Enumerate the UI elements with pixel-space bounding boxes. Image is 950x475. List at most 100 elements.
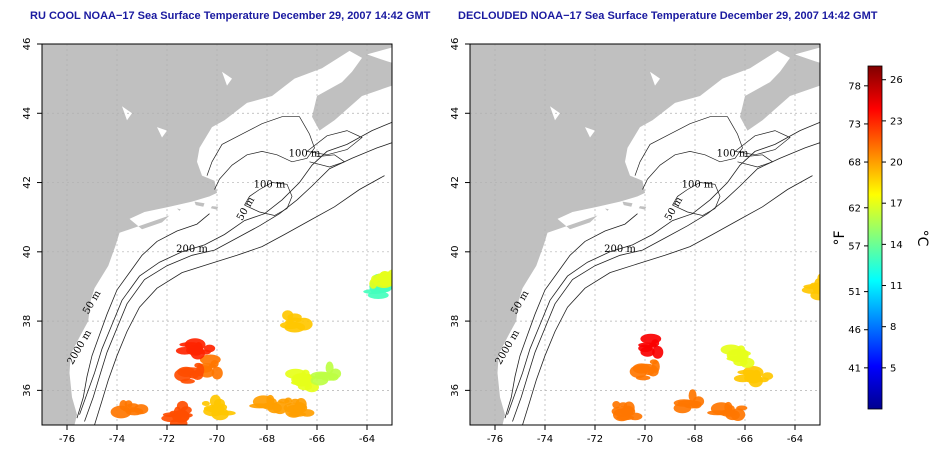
sst-pixel-cluster bbox=[176, 400, 189, 412]
y-tick-label: 36 bbox=[22, 384, 33, 397]
celsius-tick-label: 20 bbox=[890, 158, 903, 169]
x-tick-label: -70 bbox=[209, 434, 225, 445]
y-tick-label: 42 bbox=[450, 176, 461, 189]
sst-pixel-cluster bbox=[272, 401, 288, 415]
x-tick-label: -74 bbox=[109, 434, 125, 445]
y-tick-label: 38 bbox=[22, 315, 33, 328]
map-axes: -76 -74 -72 -70 -68 -66 -64 36 38 40 42 44 46 bbox=[450, 38, 803, 445]
sst-pixel-cluster bbox=[652, 345, 664, 359]
island bbox=[622, 201, 633, 207]
sst-pixel-cluster bbox=[629, 365, 648, 378]
colorbar-ticks: 26 23 20 17 14 11 8 5 78 73 68 62 57 51 46 41 bbox=[848, 75, 902, 374]
y-tick-label: 46 bbox=[22, 38, 33, 51]
island bbox=[370, 28, 413, 42]
sst-pixel-cluster bbox=[818, 285, 820, 289]
sst-pixel-cluster bbox=[376, 281, 392, 286]
sst-pixel-cluster bbox=[119, 400, 128, 411]
lake bbox=[650, 71, 660, 86]
sst-pixel-cluster bbox=[192, 369, 204, 380]
depth-label: 100 m bbox=[289, 149, 321, 160]
sst-pixel-cluster bbox=[810, 282, 819, 288]
coastline-land bbox=[470, 44, 820, 425]
sst-pixel-cluster bbox=[616, 415, 634, 421]
fahrenheit-tick-label: 57 bbox=[848, 241, 861, 252]
contour-2000m bbox=[94, 175, 385, 425]
lake bbox=[222, 71, 232, 86]
sst-patch bbox=[175, 338, 216, 360]
contour-bank bbox=[734, 130, 791, 156]
celsius-tick-label: 5 bbox=[890, 363, 896, 374]
y-tick-label: 38 bbox=[450, 315, 461, 328]
fahrenheit-tick-label: 78 bbox=[848, 81, 861, 92]
sst-patches bbox=[611, 273, 832, 422]
x-tick-label: -68 bbox=[259, 434, 275, 445]
y-tick-label: 36 bbox=[450, 384, 461, 397]
unit-fahrenheit-label: °F bbox=[832, 230, 848, 245]
x-tick-label: -64 bbox=[359, 434, 375, 445]
x-tick-label: -74 bbox=[537, 434, 553, 445]
sst-pixel-cluster bbox=[292, 402, 308, 413]
sst-pixel-cluster bbox=[127, 403, 139, 409]
contour-bank bbox=[309, 154, 346, 168]
y-tick-label: 44 bbox=[450, 107, 461, 120]
celsius-tick-label: 26 bbox=[890, 75, 903, 86]
sst-pixel-cluster bbox=[369, 278, 378, 289]
fahrenheit-tick-label: 68 bbox=[848, 158, 861, 169]
sst-pixel-cluster bbox=[204, 344, 216, 353]
island bbox=[605, 208, 609, 211]
x-tick-label: -76 bbox=[59, 434, 75, 445]
sst-pixel-cluster bbox=[110, 405, 132, 419]
sst-pixel-cluster bbox=[194, 362, 203, 368]
sst-pixel-cluster bbox=[692, 396, 705, 407]
y-tick-label: 46 bbox=[450, 38, 461, 51]
x-tick-label: -68 bbox=[687, 434, 703, 445]
sst-patch bbox=[174, 362, 205, 384]
y-tick-label: 40 bbox=[450, 245, 461, 258]
sst-patch bbox=[733, 366, 774, 388]
sst-patch bbox=[707, 401, 748, 421]
graticule bbox=[470, 44, 820, 425]
sst-patch bbox=[110, 400, 149, 419]
celsius-tick-label: 11 bbox=[890, 281, 903, 292]
depth-label: 100 m bbox=[717, 149, 749, 160]
map-axes: -76 -74 -72 -70 -68 -66 -64 36 38 40 42 44 46 bbox=[22, 38, 375, 445]
lake bbox=[585, 127, 595, 138]
fahrenheit-tick-label: 73 bbox=[848, 119, 861, 130]
sst-pixel-cluster bbox=[724, 401, 733, 413]
sst-pixel-cluster bbox=[707, 410, 728, 416]
bathymetry-contours bbox=[504, 116, 820, 425]
contour-50m bbox=[504, 213, 638, 419]
unit-celsius-label: °C bbox=[914, 230, 930, 247]
contour-bank bbox=[634, 116, 743, 190]
sst-pixel-cluster bbox=[218, 410, 236, 416]
sst-patch bbox=[801, 273, 832, 301]
colorbar: 26 23 20 17 14 11 8 5 78 73 68 62 57 51 46 41 °F °C bbox=[832, 65, 930, 410]
bathymetry-contours bbox=[76, 116, 392, 425]
sst-patch bbox=[161, 400, 193, 425]
sst-patch bbox=[638, 333, 664, 359]
fahrenheit-tick-label: 62 bbox=[848, 203, 861, 214]
contour-200m bbox=[512, 142, 820, 422]
depth-label: 100 m bbox=[254, 180, 286, 191]
sst-pixel-cluster bbox=[821, 278, 832, 286]
island bbox=[638, 206, 647, 210]
sst-pixel-cluster bbox=[288, 411, 307, 417]
celsius-tick-label: 8 bbox=[890, 322, 896, 333]
sst-pixel-cluster bbox=[762, 372, 774, 380]
x-tick-label: -72 bbox=[587, 434, 603, 445]
sst-patches bbox=[110, 269, 392, 425]
contour-bank bbox=[737, 154, 774, 168]
sst-patch bbox=[611, 401, 643, 422]
sst-pixel-cluster bbox=[210, 360, 219, 368]
sst-pixel-cluster bbox=[284, 322, 306, 333]
contour-bank bbox=[206, 116, 315, 190]
x-tick-label: -72 bbox=[159, 434, 175, 445]
sst-pixel-cluster bbox=[186, 345, 204, 356]
contour-bank bbox=[306, 130, 363, 156]
sst-patch bbox=[629, 359, 660, 381]
graticule bbox=[42, 44, 392, 425]
sst-pixel-cluster bbox=[284, 397, 293, 406]
